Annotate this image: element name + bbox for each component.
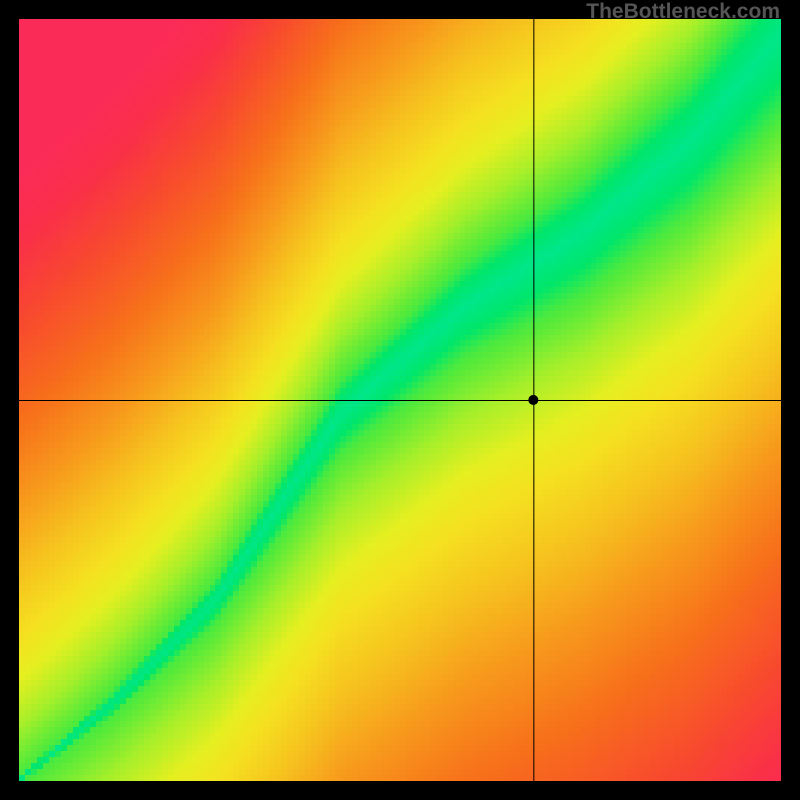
bottleneck-heatmap (0, 0, 800, 800)
watermark-label: TheBottleneck.com (586, 0, 780, 24)
